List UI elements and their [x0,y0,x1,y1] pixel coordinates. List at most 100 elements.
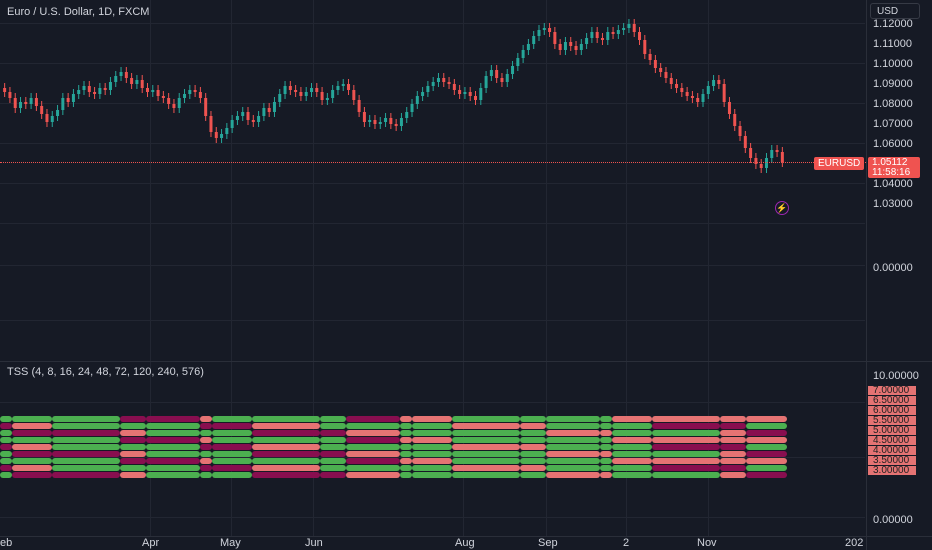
candle-body [246,112,250,120]
tss-segment [212,430,252,436]
candle-body [542,28,546,30]
symbol-title[interactable]: Euro / U.S. Dollar, 1D, FXCM [7,6,150,18]
tss-segment [652,444,720,450]
tss-segment [720,430,746,436]
candle-body [373,120,377,124]
candle-body [283,86,287,94]
tss-segment [452,472,520,478]
tss-segment [612,416,652,422]
candle-body [119,72,123,76]
tss-segment [600,465,612,471]
candle-body [484,76,488,88]
candle-body [389,118,393,124]
tss-segment [120,472,146,478]
candle-body [214,132,218,138]
tss-segment [600,423,612,429]
candle-body [77,90,81,94]
candle-body [267,108,271,112]
tss-segment [520,416,546,422]
price-pane[interactable] [0,0,865,360]
candle-body [611,32,615,34]
candle-body [140,80,144,88]
candle-body [574,46,578,50]
tss-segment [252,458,320,464]
tss-segment [12,472,52,478]
candle-body [590,32,594,38]
tss-segment [320,472,346,478]
tss-segment [212,437,252,443]
candle-body [664,72,668,78]
time-label: Apr [142,537,160,549]
tss-segment [520,465,546,471]
tss-segment [252,465,320,471]
candle-body [659,68,663,72]
tss-segment [146,458,200,464]
candle-body [29,98,33,104]
time-label: 2 [623,537,630,549]
tss-segment [200,416,212,422]
tss-segment [120,465,146,471]
candle-body [304,92,308,96]
tss-level-label: 5.00000 [868,426,916,436]
tss-ribbon [0,416,787,478]
tss-segment [720,416,746,422]
candle-body [177,98,181,108]
candle-body [775,150,779,152]
price-axis[interactable] [866,0,932,550]
candle-body [521,50,525,58]
tss-segment [346,416,400,422]
tss-segment [146,465,200,471]
candle-body [399,118,403,126]
tss-segment [520,430,546,436]
tss-segment [600,444,612,450]
tss-segment [200,472,212,478]
tss-segment [12,430,52,436]
time-label: eb [0,537,13,549]
candle-body [161,96,165,98]
candle-body [632,24,636,32]
tss-segment [520,472,546,478]
tss-segment [320,458,346,464]
candle-body [66,98,70,102]
pane-separator[interactable] [0,361,932,362]
last-price-value: 1.05112 [872,157,908,168]
tss-segment [120,458,146,464]
candle-body [320,92,324,100]
candle-body [495,70,499,78]
tss-segment [146,430,200,436]
candle-body [706,86,710,94]
candle-body [394,124,398,126]
tss-segment [546,437,600,443]
candle-body [738,126,742,136]
tss-level-label: 4.00000 [868,446,916,456]
tss-segment [0,451,12,457]
tss-segment [0,472,12,478]
tss-segment [200,423,212,429]
oscillator-pane[interactable] [0,362,865,536]
tss-segment [400,444,412,450]
candle-body [606,32,610,40]
candle-body [474,96,478,100]
tss-level-label: 6.50000 [868,396,916,406]
indicator-title[interactable]: TSS (4, 8, 16, 24, 48, 72, 120, 240, 576… [7,366,204,378]
tss-segment [0,430,12,436]
tss-segment [720,472,746,478]
candle-body [754,158,758,164]
candle-body [262,108,266,116]
tss-segment [200,465,212,471]
tss-segment [52,423,120,429]
tss-segment [252,472,320,478]
tss-level-label: 4.50000 [868,436,916,446]
lightning-icon[interactable]: ⚡ [775,201,789,215]
tss-segment [52,472,120,478]
currency-button[interactable]: USD [870,3,920,19]
tss-segment [520,423,546,429]
candle-body [627,24,631,28]
tss-segment [746,465,787,471]
candle-body [516,58,520,66]
candle-body [172,104,176,108]
tss-segment [52,451,120,457]
tss-segment [120,444,146,450]
tss-segment [400,472,412,478]
tss-segment [346,423,400,429]
